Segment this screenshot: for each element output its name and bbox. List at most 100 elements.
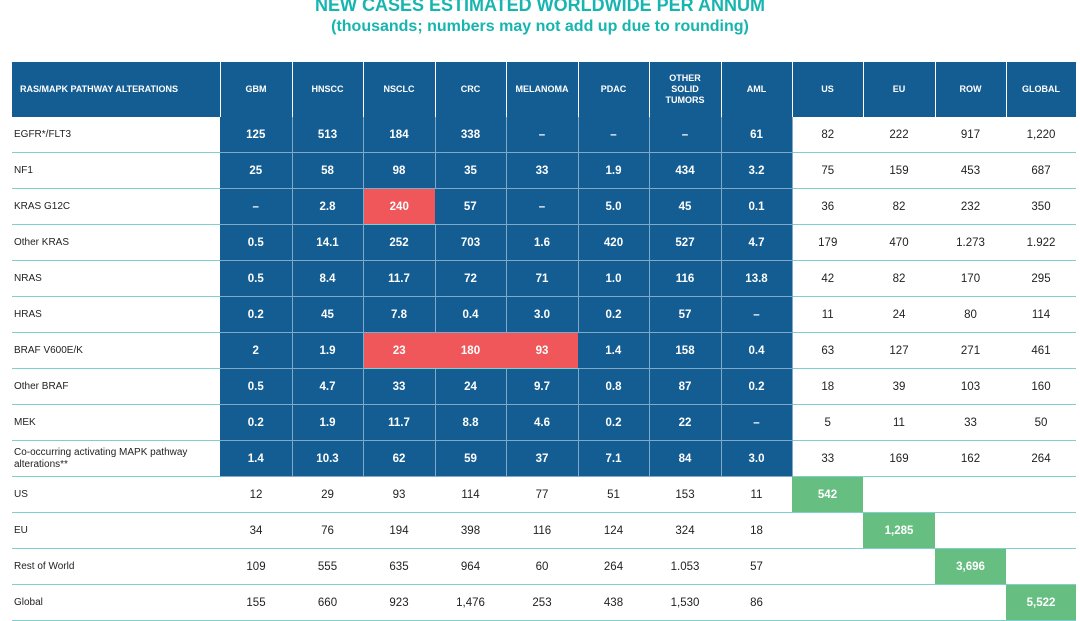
table-cell: 3.2 xyxy=(721,152,793,189)
row-label: NF1 xyxy=(12,152,220,189)
table-cell: 470 xyxy=(863,224,935,261)
row-label: EGFR*/FLT3 xyxy=(12,117,220,153)
table-cell: 45 xyxy=(292,296,364,333)
table-cell: 4.7 xyxy=(721,224,793,261)
table-cell: 8.8 xyxy=(435,404,507,441)
table-row: BRAF V600E/K 2 1.9 23 180 93 1.4 158 0.4 63 127 271… xyxy=(12,332,1076,369)
table-cell: 42 xyxy=(792,260,863,297)
row-label: Other KRAS xyxy=(12,224,220,261)
table-cell: 80 xyxy=(935,296,1006,333)
table-cell: 0.5 xyxy=(220,260,293,297)
table-cell: – xyxy=(506,188,579,225)
table-cell: 158 xyxy=(649,332,722,369)
table-cell: 93 xyxy=(506,332,578,369)
table-cell xyxy=(1006,548,1076,585)
table-cell: 127 xyxy=(863,332,935,369)
table-row: Co-occurring activating MAPK pathway alt… xyxy=(12,440,1076,477)
table-cell: 1.9 xyxy=(292,404,364,441)
table-cell: 420 xyxy=(578,224,650,261)
table-cell: 24 xyxy=(435,368,507,405)
table-cell xyxy=(863,584,935,621)
table-cell: 542 xyxy=(792,476,863,513)
table-cell: 10.3 xyxy=(292,440,364,477)
table-cell: 5,522 xyxy=(1006,584,1076,621)
table-cell: 22 xyxy=(649,404,722,441)
table-cell xyxy=(935,512,1006,549)
table-row: HRAS 0.2 45 7.8 0.4 3.0 0.2 57–11 24 80 114 xyxy=(12,296,1076,333)
table-cell: 76 xyxy=(292,512,363,549)
table-cell: 125 xyxy=(220,117,293,153)
table-cell: 51 xyxy=(578,476,649,513)
table-cell: 24 xyxy=(863,296,935,333)
table-cell: 50 xyxy=(1006,404,1076,441)
table-title: NEW CASES ESTIMATED WORLDWIDE PER ANNUM xyxy=(315,0,765,15)
table-cell: 14.1 xyxy=(292,224,364,261)
table-cell: 39 xyxy=(863,368,935,405)
table-cell: 8.4 xyxy=(292,260,364,297)
table-cell: 3,696 xyxy=(935,548,1006,585)
column-header: US xyxy=(792,62,864,117)
row-label: BRAF V600E/K xyxy=(12,332,220,369)
table-cell: 0.4 xyxy=(435,296,507,333)
column-header: OTHER SOLID TUMORS xyxy=(649,62,722,117)
table-cell: 184 xyxy=(363,117,436,153)
table-cell: 461 xyxy=(1006,332,1076,369)
table-cell: 37 xyxy=(506,440,579,477)
table-cell xyxy=(935,584,1006,621)
table-row: US 12 29 93 114 77 51 153 11 542 xyxy=(12,476,1076,513)
table-cell: 61 xyxy=(721,117,793,153)
table-cell: 1,220 xyxy=(1006,117,1076,153)
table-cell: 4.6 xyxy=(506,404,579,441)
table-cell: 3.0 xyxy=(506,296,579,333)
table-cell: 114 xyxy=(435,476,506,513)
table-cell: 33 xyxy=(506,152,579,189)
table-cell: 18 xyxy=(721,512,792,549)
table-cell: 7.1 xyxy=(578,440,650,477)
table-cell: 36 xyxy=(792,188,863,225)
table-cell: 253 xyxy=(506,584,578,621)
table-cell: 109 xyxy=(220,548,292,585)
table-cell: 0.5 xyxy=(220,368,293,405)
column-header: EU xyxy=(863,62,936,117)
table-row: Other KRAS 0.5 14.1 252 703 1.6 420 527 4.7 179 47… xyxy=(12,224,1076,261)
table-cell: 45 xyxy=(649,188,722,225)
table-cell xyxy=(935,476,1006,513)
table-cell: – xyxy=(721,296,793,333)
table-cell: 687 xyxy=(1006,152,1076,189)
table-cell: 0.2 xyxy=(578,296,650,333)
table-cell: 5.0 xyxy=(578,188,650,225)
row-label: Rest of World xyxy=(12,548,220,585)
table-cell: 103 xyxy=(935,368,1006,405)
column-header: NSCLC xyxy=(363,62,436,117)
table-cell: 271 xyxy=(935,332,1006,369)
table-cell: 57 xyxy=(435,188,507,225)
table-body: EGFR*/FLT3 125 513 184 338– – –61 82 222 917 1,220… xyxy=(12,117,1076,621)
header-row: RAS/MAPK PATHWAY ALTERATIONS GBM HNSCC NSCL… xyxy=(12,62,1077,117)
table-cell: 153 xyxy=(649,476,721,513)
table-cell: 923 xyxy=(363,584,435,621)
table-cell: 194 xyxy=(363,512,435,549)
table-cell: 1.922 xyxy=(1006,224,1076,261)
column-header: MELANOMA xyxy=(506,62,579,117)
table-cell: 703 xyxy=(435,224,507,261)
column-header: AML xyxy=(721,62,793,117)
table-cell: 1.0 xyxy=(578,260,650,297)
column-header: HNSCC xyxy=(292,62,364,117)
table-row: NF1 25 58 98 35 33 1.9 434 3.2 75 159 453 687 xyxy=(12,152,1076,189)
table-cell: 453 xyxy=(935,152,1006,189)
table-cell: 0.2 xyxy=(578,404,650,441)
column-header: ROW xyxy=(935,62,1007,117)
table-cell: 12 xyxy=(220,476,292,513)
table-cell: 1,530 xyxy=(649,584,721,621)
table-cell: 1.273 xyxy=(935,224,1006,261)
table-cell: 62 xyxy=(363,440,436,477)
table-cell: 33 xyxy=(935,404,1006,441)
column-header: CRC xyxy=(435,62,507,117)
table-cell: 513 xyxy=(292,117,364,153)
table-cell: – xyxy=(721,404,793,441)
row-label: US xyxy=(12,476,220,513)
table-cell xyxy=(1006,476,1076,513)
table-cell xyxy=(792,548,863,585)
row-label: MEK xyxy=(12,404,220,441)
table-cell: 179 xyxy=(792,224,863,261)
